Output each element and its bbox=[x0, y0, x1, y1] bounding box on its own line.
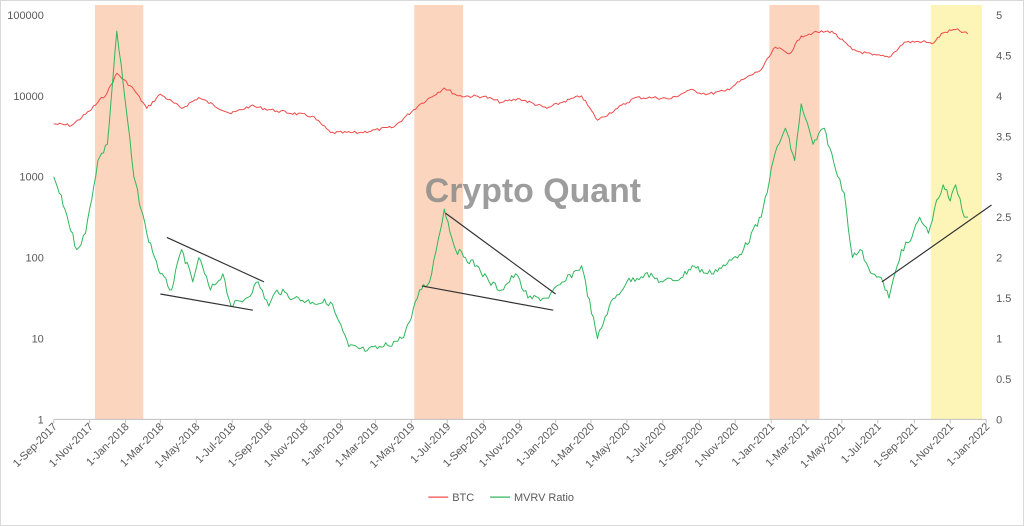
x-tick-labels: 1-Sep-20171-Nov-20171-Jan-20181-Mar-2018… bbox=[11, 419, 992, 471]
y-right-tick-label: 3 bbox=[996, 172, 1002, 184]
y-right-tick-label: 1 bbox=[996, 333, 1002, 345]
shaded-period-3 bbox=[769, 4, 820, 420]
legend-label-btc: BTC bbox=[452, 492, 474, 504]
legend-label-mvrv: MVRV Ratio bbox=[514, 492, 574, 504]
series-line-btc bbox=[53, 28, 969, 135]
trendline-5 bbox=[881, 204, 992, 283]
y-right-tick-label: 2.5 bbox=[996, 212, 1011, 224]
y-right-tick-label: 4.5 bbox=[996, 50, 1011, 62]
trendline-1 bbox=[166, 236, 265, 283]
trendlines bbox=[160, 204, 992, 311]
trendline-2 bbox=[160, 293, 253, 311]
y-right-tick-label: 4 bbox=[996, 91, 1002, 103]
trendline-4 bbox=[421, 285, 554, 311]
series bbox=[53, 28, 969, 352]
y-left-tick-label: 100000 bbox=[7, 10, 44, 22]
y-left-tick-label: 1 bbox=[38, 414, 44, 426]
y-right-tick-labels: 0 0.5 1 1.5 2 2.5 3 3.5 4 4.5 5 bbox=[996, 10, 1011, 426]
y-right-tick-label: 0 bbox=[996, 414, 1002, 426]
shaded-periods bbox=[94, 4, 983, 420]
y-left-tick-label: 1000 bbox=[19, 172, 43, 184]
trendline-3 bbox=[445, 212, 556, 295]
y-right-tick-label: 1.5 bbox=[996, 293, 1011, 305]
series-line-mvrv bbox=[53, 30, 968, 352]
shaded-period-2 bbox=[414, 4, 464, 420]
y-right-tick-label: 3.5 bbox=[996, 131, 1011, 143]
y-right-tick-label: 0.5 bbox=[996, 374, 1011, 386]
y-right-tick-label: 5 bbox=[996, 10, 1002, 22]
legend: BTC MVRV Ratio bbox=[428, 492, 574, 504]
watermark-text: Crypto Quant bbox=[425, 172, 641, 210]
y-left-tick-label: 100 bbox=[26, 253, 44, 265]
shaded-period-1 bbox=[94, 4, 144, 420]
shaded-period-4 bbox=[930, 4, 983, 420]
y-left-tick-label: 10000 bbox=[13, 91, 43, 103]
y-left-tick-label: 10 bbox=[32, 333, 44, 345]
y-right-tick-label: 2 bbox=[996, 253, 1002, 265]
y-left-tick-labels: 1 10 100 1000 10000 100000 bbox=[7, 10, 44, 426]
